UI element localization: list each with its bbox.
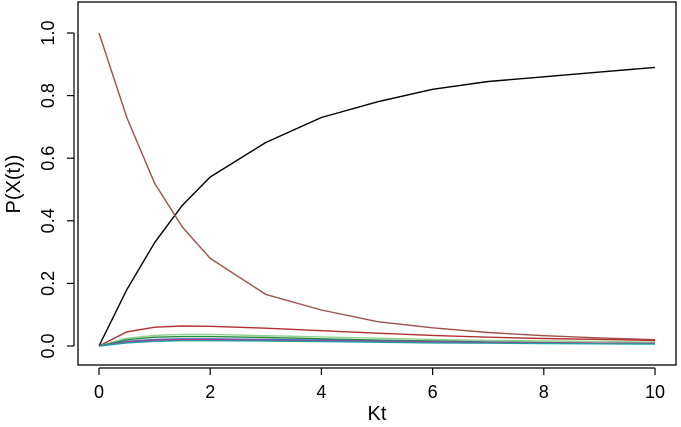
series-line-8 bbox=[98, 340, 656, 347]
y-axis: 0.0 0.2 0.4 0.6 0.8 1.0 bbox=[38, 20, 75, 359]
x-axis: 0 2 4 6 8 10 bbox=[94, 367, 665, 402]
y-tick-label: 0.0 bbox=[38, 333, 58, 358]
x-tick-label: 6 bbox=[428, 382, 438, 402]
y-tick-label: 0.8 bbox=[38, 83, 58, 108]
series-line-3 bbox=[98, 325, 656, 347]
y-tick-label: 0.6 bbox=[38, 146, 58, 171]
y-axis-title: P(X(t)) bbox=[3, 155, 25, 214]
x-tick-label: 10 bbox=[645, 382, 665, 402]
series-layer bbox=[98, 32, 656, 347]
x-tick-label: 2 bbox=[205, 382, 215, 402]
y-tick-label: 0.2 bbox=[38, 271, 58, 296]
x-axis-title: Kt bbox=[368, 403, 387, 425]
x-tick-label: 4 bbox=[316, 382, 326, 402]
y-tick-label: 0.4 bbox=[38, 208, 58, 233]
series-line-2 bbox=[98, 32, 656, 341]
plot-frame bbox=[77, 1, 677, 366]
series-line-4 bbox=[98, 333, 656, 347]
x-tick-label: 0 bbox=[94, 382, 104, 402]
series-line-1 bbox=[98, 66, 656, 347]
y-tick-label: 1.0 bbox=[38, 20, 58, 45]
x-tick-label: 8 bbox=[539, 382, 549, 402]
